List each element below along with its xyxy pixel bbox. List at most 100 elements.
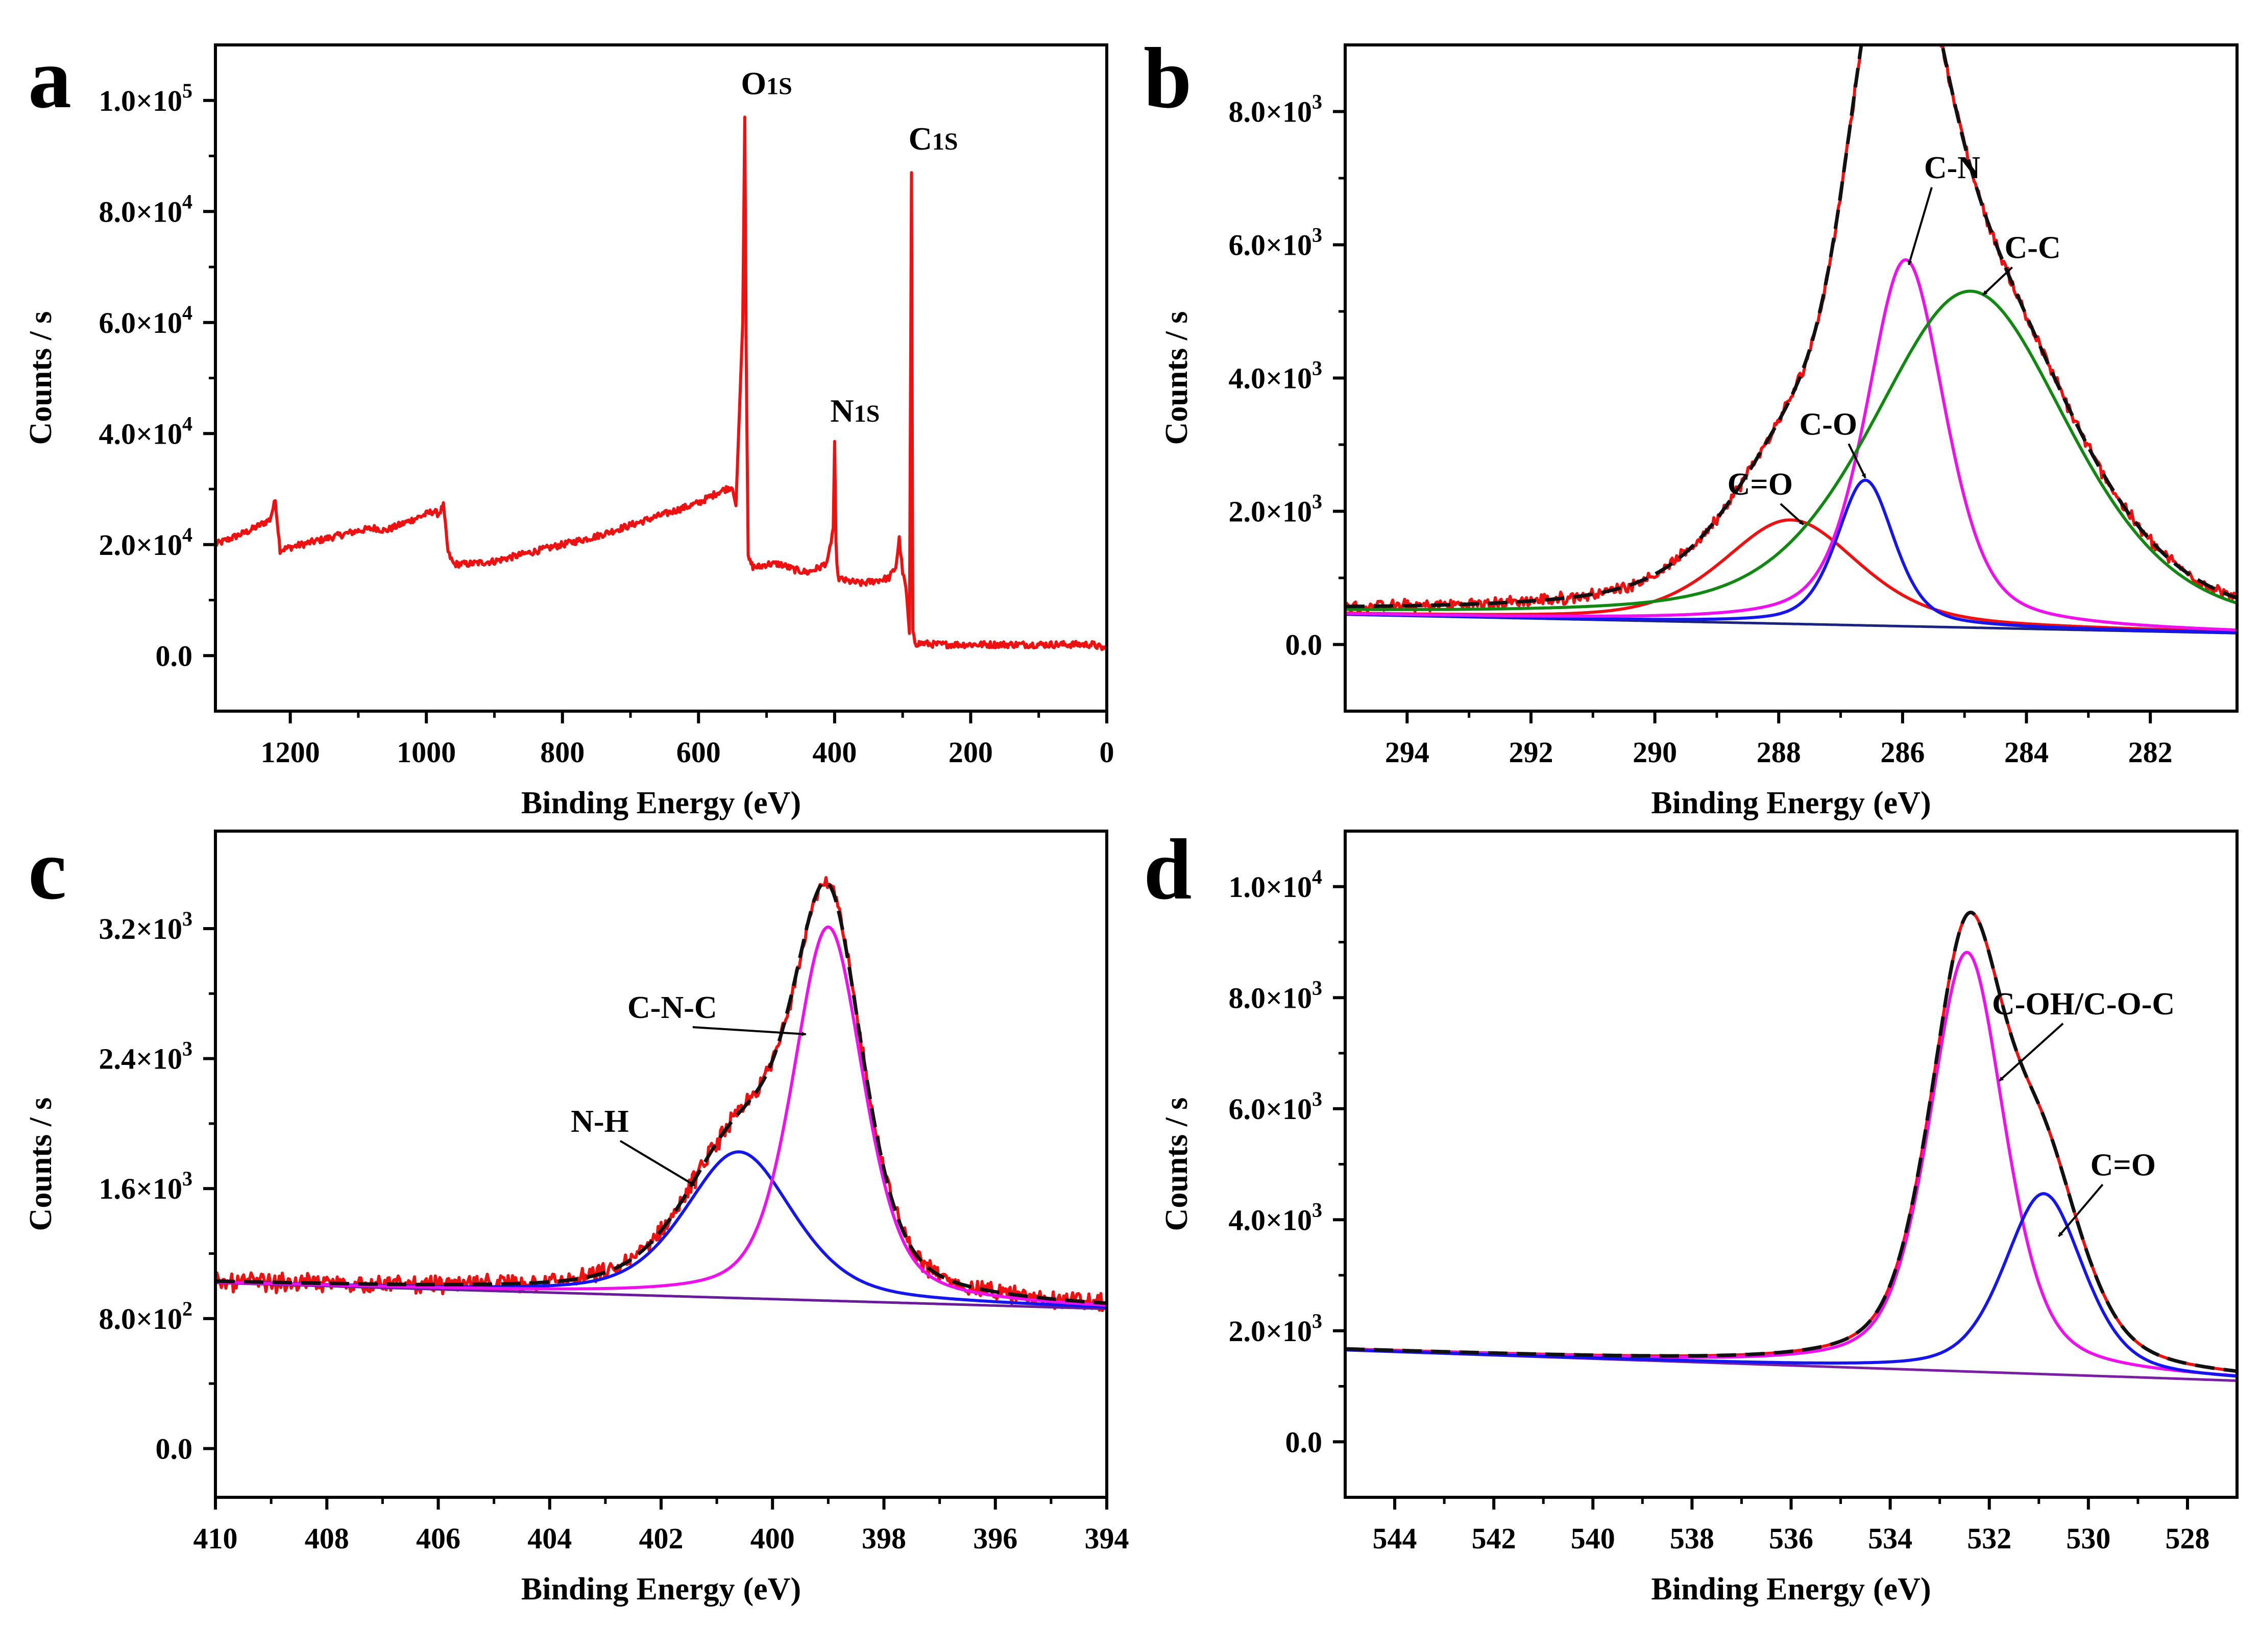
y-tick-mantissa: 2.0×10: [1228, 1315, 1312, 1348]
y-tick-mantissa: 8.0×10: [1228, 981, 1312, 1014]
y-tick-label: 0.0: [156, 1432, 193, 1466]
x-tick-label: 408: [305, 1522, 349, 1555]
y-tick-label: 6.0×103: [1228, 1087, 1322, 1126]
x-tick-label: 1000: [397, 736, 456, 769]
y-tick-label: 3.2×103: [99, 907, 192, 945]
y-tick-mantissa: 1.0×10: [99, 84, 182, 117]
x-axis-title-text: Binding Energy: [1651, 786, 1865, 820]
x-axis-title-text: Binding Energy: [521, 1572, 735, 1607]
component-label: C=O: [1728, 467, 1793, 502]
component-line-2: [1345, 258, 2237, 632]
annotation-arrow: [1848, 443, 1866, 479]
fit-envelope-line: [1345, 910, 2237, 1373]
peak-label-orbital: 1S: [932, 128, 958, 155]
panel-label: c: [28, 821, 66, 917]
x-tick-label: 282: [2128, 736, 2173, 769]
y-tick-exponent: 2: [182, 1297, 192, 1320]
y-tick-mantissa: 4.0×10: [1228, 362, 1312, 395]
y-tick-mantissa: 1.0×10: [1228, 870, 1312, 904]
x-tick-label: 536: [1769, 1522, 1813, 1555]
x-tick-label: 600: [676, 736, 721, 769]
annotation-arrow: [1907, 187, 1933, 265]
y-tick-exponent: 3: [1312, 357, 1322, 380]
x-tick-label: 542: [1472, 1522, 1516, 1555]
y-tick-label: 2.0×104: [99, 523, 192, 562]
x-tick-label: 406: [416, 1522, 460, 1555]
x-tick-label: 800: [540, 736, 585, 769]
x-tick-label: 404: [527, 1522, 572, 1555]
y-tick-label: 2.0×103: [1228, 1309, 1322, 1348]
y-axis-title: Counts / s: [1159, 311, 1194, 445]
peak-label: N1S: [830, 393, 880, 429]
x-tick-label: 294: [1385, 736, 1429, 769]
x-tick-label: 200: [949, 736, 993, 769]
component-line-1: [1345, 1192, 2237, 1378]
y-tick-mantissa: 2.0×10: [1228, 495, 1312, 528]
x-tick-label: 396: [973, 1522, 1017, 1555]
x-axis-title: Binding Energy (eV): [1651, 786, 1931, 820]
x-tick-label: 540: [1571, 1522, 1615, 1555]
x-axis-title: Binding Energy (eV): [521, 786, 801, 820]
x-tick-label: 1200: [261, 736, 320, 769]
y-tick-exponent: 3: [182, 1037, 192, 1060]
component-label: C-O: [1799, 407, 1857, 442]
panel-label: a: [28, 30, 71, 126]
y-axis-title: Counts / s: [23, 311, 58, 445]
y-axis-title: Counts / s: [23, 1098, 58, 1231]
y-tick-label: 6.0×103: [1228, 224, 1322, 262]
x-axis-title-unit: (eV): [1873, 1572, 1931, 1607]
plot-frame: [214, 43, 1108, 713]
x-tick-label: 394: [1085, 1522, 1129, 1555]
annotation-arrow: [2058, 1183, 2104, 1237]
annotation-arrow: [619, 1140, 695, 1186]
x-tick-label: 402: [639, 1522, 684, 1555]
annotation-arrow: [1780, 503, 1805, 526]
fit-envelope-line: [1345, 45, 2237, 609]
y-tick-exponent: 3: [1312, 1198, 1322, 1221]
y-tick-mantissa: 4.0×10: [1228, 1203, 1312, 1236]
fit-envelope-line: [215, 880, 1107, 1305]
y-tick-label: 6.0×104: [99, 301, 192, 339]
y-tick-label: 8.0×102: [99, 1297, 192, 1335]
annotation-arrow: [692, 1026, 807, 1036]
x-tick-label: 544: [1373, 1522, 1417, 1555]
y-tick-label: 1.0×105: [99, 79, 192, 117]
x-axis-title-unit: (eV): [743, 1572, 801, 1607]
x-tick-label: 398: [862, 1522, 906, 1555]
x-tick-label: 286: [1880, 736, 1925, 769]
y-tick-label: 1.0×104: [1228, 865, 1322, 904]
plot-curves: [215, 115, 1107, 651]
y-tick-label: 1.6×103: [99, 1167, 192, 1205]
y-tick-exponent: 4: [182, 523, 192, 546]
peak-label-orbital: 1S: [854, 400, 880, 427]
y-tick-mantissa: 8.0×10: [1228, 95, 1312, 129]
y-tick-mantissa: 2.4×10: [99, 1042, 182, 1076]
y-tick-exponent: 4: [1312, 865, 1322, 888]
annotation-arrow: [1998, 1023, 2064, 1082]
x-tick-label: 288: [1757, 736, 1801, 769]
x-tick-label: 530: [2066, 1522, 2110, 1555]
measured-line: [1345, 911, 2237, 1373]
y-tick-label: 8.0×104: [99, 190, 192, 228]
y-tick-label: 8.0×103: [1228, 976, 1322, 1014]
x-axis-title: Binding Energy (eV): [1651, 1572, 1931, 1607]
y-tick-label: 4.0×103: [1228, 357, 1322, 395]
y-tick-exponent: 5: [182, 79, 192, 102]
y-tick-mantissa: 6.0×10: [1228, 1092, 1312, 1126]
peak-label-element: O: [741, 65, 766, 101]
y-tick-mantissa: 1.6×10: [99, 1172, 182, 1205]
component-label: C-OH/C-O-C: [1992, 987, 2175, 1022]
x-axis-title-text: Binding Energy: [1651, 1572, 1865, 1607]
x-tick-label: 284: [2004, 736, 2049, 769]
x-tick-label: 290: [1633, 736, 1677, 769]
y-tick-mantissa: 6.0×10: [1228, 229, 1312, 262]
x-tick-label: 528: [2165, 1522, 2209, 1555]
y-tick-label: 0.0: [1285, 1425, 1323, 1459]
y-tick-mantissa: 2.0×10: [99, 528, 182, 562]
y-axis-title: Counts / s: [1159, 1098, 1194, 1231]
x-tick-label: 400: [812, 736, 857, 769]
panel-label: b: [1144, 30, 1192, 126]
